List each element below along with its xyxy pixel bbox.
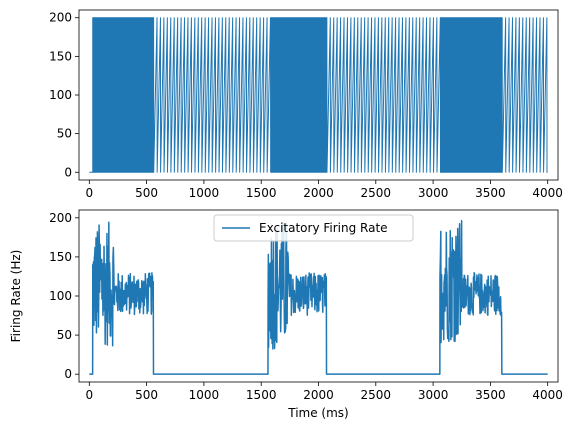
x-tick-label: 3500 bbox=[475, 186, 506, 200]
x-axis-label: Time (ms) bbox=[287, 406, 349, 420]
x-tick-label: 0 bbox=[85, 186, 93, 200]
x-tick-label: 1500 bbox=[246, 388, 277, 402]
firing-rate-panel: 0 500 1000 1500 2000 2500 3000 3500 4000 0 50 100 15… bbox=[9, 209, 563, 420]
y-tick-label: 0 bbox=[64, 165, 72, 179]
y-tick-label: 100 bbox=[49, 88, 72, 102]
x-tick-label: 500 bbox=[135, 186, 158, 200]
x-tick-label: 0 bbox=[85, 388, 93, 402]
y-tick-label: 150 bbox=[49, 49, 72, 63]
x-tick-label: 3500 bbox=[475, 388, 506, 402]
x-tick-label: 1000 bbox=[189, 388, 220, 402]
y-tick-label: 150 bbox=[49, 250, 72, 264]
x-tick-label: 2500 bbox=[361, 388, 392, 402]
x-tick-label: 4000 bbox=[532, 388, 563, 402]
x-tick-label: 2000 bbox=[303, 186, 334, 200]
x-tick-label: 1000 bbox=[189, 186, 220, 200]
legend-box bbox=[213, 214, 414, 242]
y-tick-label: 0 bbox=[64, 367, 72, 381]
x-tick-label: 3000 bbox=[418, 186, 449, 200]
y-tick-label: 200 bbox=[49, 211, 72, 225]
spike-train-line bbox=[89, 17, 548, 173]
x-tick-label: 500 bbox=[135, 388, 158, 402]
x-tick-label: 2500 bbox=[361, 186, 392, 200]
firing-rate-line bbox=[89, 219, 548, 375]
y-axis-label: Firing Rate (Hz) bbox=[9, 250, 23, 343]
y-tick-label: 50 bbox=[57, 127, 72, 141]
x-tick-label: 4000 bbox=[532, 186, 563, 200]
legend-label: Excitatory Firing Rate bbox=[259, 221, 388, 235]
x-tick-label: 2000 bbox=[303, 388, 334, 402]
x-tick-label: 3000 bbox=[418, 388, 449, 402]
x-tick-label: 1500 bbox=[246, 186, 277, 200]
spike-train-panel: 0 500 1000 1500 2000 2500 3000 3500 4000 0 50 100 15… bbox=[49, 9, 563, 200]
y-tick-label: 50 bbox=[57, 328, 72, 342]
y-tick-label: 200 bbox=[49, 11, 72, 25]
y-tick-label: 100 bbox=[49, 289, 72, 303]
